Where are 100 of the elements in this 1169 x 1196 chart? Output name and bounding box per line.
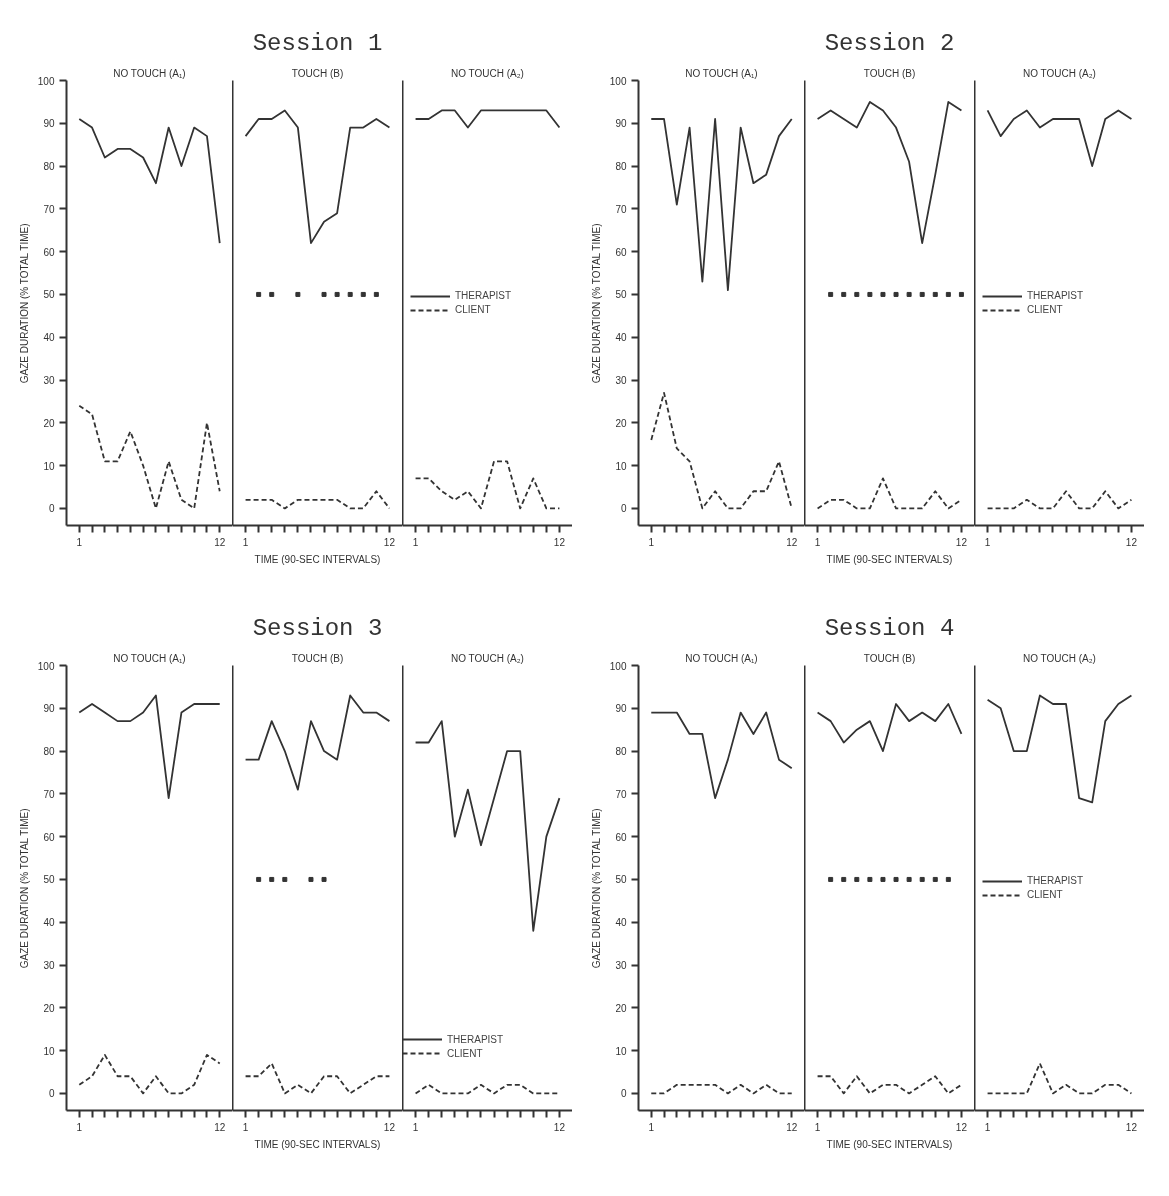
chart-subtitle: NO TOUCH (A₂) bbox=[450, 652, 524, 664]
chart-subtitle: TOUCH (B) bbox=[291, 67, 344, 79]
x-tick-label: 12 bbox=[553, 1121, 566, 1133]
y-tick-label: 100 bbox=[609, 660, 627, 672]
y-tick-label: 0 bbox=[48, 1088, 55, 1100]
y-tick-label: 30 bbox=[615, 960, 627, 972]
y-tick-label: 70 bbox=[43, 788, 55, 800]
legend-label: CLIENT bbox=[455, 303, 491, 317]
y-tick-label: 50 bbox=[615, 874, 627, 886]
chart-subtitle: NO TOUCH (A₁) bbox=[113, 652, 186, 664]
x-tick-label: 12 bbox=[1125, 536, 1138, 548]
chart-subtitle: NO TOUCH (A₂) bbox=[1022, 652, 1096, 664]
legend-label: CLIENT bbox=[447, 1046, 483, 1060]
y-axis-title: GAZE DURATION (% TOTAL TIME) bbox=[18, 223, 30, 384]
chart-title: Session 3 bbox=[252, 614, 383, 642]
y-axis-title: GAZE DURATION (% TOTAL TIME) bbox=[590, 808, 602, 969]
chart-subtitle: NO TOUCH (A₁) bbox=[113, 67, 186, 79]
y-tick-label: 0 bbox=[620, 503, 627, 515]
x-axis-title: TIME (90-SEC INTERVALS) bbox=[254, 1138, 381, 1150]
y-tick-label: 100 bbox=[37, 660, 55, 672]
x-tick-label: 1 bbox=[648, 1121, 655, 1133]
y-tick-label: 60 bbox=[43, 831, 55, 843]
x-tick-label: 1 bbox=[76, 536, 83, 548]
y-tick-label: 50 bbox=[43, 874, 55, 886]
y-tick-label: 40 bbox=[43, 917, 55, 929]
x-tick-label: 1 bbox=[984, 1121, 991, 1133]
y-tick-label: 30 bbox=[43, 375, 55, 387]
y-tick-label: 20 bbox=[43, 1002, 55, 1014]
x-tick-label: 12 bbox=[553, 536, 566, 548]
legend-label: THERAPIST bbox=[447, 1032, 504, 1046]
x-tick-label: 1 bbox=[412, 536, 419, 548]
y-tick-label: 20 bbox=[615, 1002, 627, 1014]
x-axis-title: TIME (90-SEC INTERVALS) bbox=[254, 553, 381, 565]
x-tick-label: 1 bbox=[814, 536, 821, 548]
y-tick-label: 10 bbox=[43, 1045, 55, 1057]
y-tick-label: 50 bbox=[615, 289, 627, 301]
y-tick-label: 60 bbox=[615, 246, 627, 258]
y-tick-label: 10 bbox=[615, 460, 627, 472]
y-axis-title: GAZE DURATION (% TOTAL TIME) bbox=[590, 223, 602, 384]
x-tick-label: 1 bbox=[814, 1121, 821, 1133]
x-tick-label: 1 bbox=[412, 1121, 419, 1133]
y-tick-label: 20 bbox=[43, 417, 55, 429]
legend-label: THERAPIST bbox=[1027, 289, 1084, 303]
chart-subtitle: TOUCH (B) bbox=[863, 652, 916, 664]
x-axis-title: TIME (90-SEC INTERVALS) bbox=[826, 553, 953, 565]
y-tick-label: 40 bbox=[43, 332, 55, 344]
x-tick-label: 12 bbox=[786, 1121, 798, 1133]
x-tick-label: 12 bbox=[1125, 1121, 1138, 1133]
x-tick-label: 12 bbox=[786, 536, 798, 548]
y-tick-label: 70 bbox=[43, 203, 55, 215]
y-tick-label: 100 bbox=[609, 75, 627, 87]
y-tick-label: 0 bbox=[48, 503, 55, 515]
y-tick-label: 50 bbox=[43, 289, 55, 301]
chart-subtitle: NO TOUCH (A₂) bbox=[1022, 67, 1096, 79]
y-tick-label: 90 bbox=[615, 703, 627, 715]
y-tick-label: 30 bbox=[43, 960, 55, 972]
y-tick-label: 80 bbox=[43, 161, 55, 173]
chart-title: Session 4 bbox=[824, 614, 955, 642]
x-tick-label: 12 bbox=[955, 1121, 968, 1133]
y-tick-label: 100 bbox=[37, 75, 55, 87]
chart-subtitle: TOUCH (B) bbox=[863, 67, 916, 79]
x-tick-label: 12 bbox=[383, 536, 396, 548]
legend-label: CLIENT bbox=[1027, 888, 1063, 902]
x-tick-label: 1 bbox=[242, 536, 249, 548]
x-tick-label: 1 bbox=[648, 536, 655, 548]
chart-title: Session 2 bbox=[824, 29, 955, 57]
chart-subtitle: TOUCH (B) bbox=[291, 652, 344, 664]
y-tick-label: 60 bbox=[615, 831, 627, 843]
y-tick-label: 20 bbox=[615, 417, 627, 429]
x-tick-label: 1 bbox=[76, 1121, 83, 1133]
chart-subtitle: NO TOUCH (A₁) bbox=[685, 652, 758, 664]
x-tick-label: 12 bbox=[383, 1121, 396, 1133]
chart-title: Session 1 bbox=[252, 29, 383, 57]
y-tick-label: 90 bbox=[615, 118, 627, 130]
x-tick-label: 12 bbox=[214, 1121, 226, 1133]
x-tick-label: 1 bbox=[984, 536, 991, 548]
x-tick-label: 12 bbox=[214, 536, 226, 548]
y-tick-label: 30 bbox=[615, 375, 627, 387]
legend-label: THERAPIST bbox=[1027, 874, 1084, 888]
y-tick-label: 10 bbox=[43, 460, 55, 472]
y-tick-label: 80 bbox=[43, 746, 55, 758]
x-tick-label: 1 bbox=[242, 1121, 249, 1133]
y-tick-label: 70 bbox=[615, 788, 627, 800]
legend-label: CLIENT bbox=[1027, 303, 1063, 317]
y-tick-label: 90 bbox=[43, 703, 55, 715]
y-tick-label: 40 bbox=[615, 332, 627, 344]
x-axis-title: TIME (90-SEC INTERVALS) bbox=[826, 1138, 953, 1150]
chart-subtitle: NO TOUCH (A₂) bbox=[450, 67, 524, 79]
legend-label: THERAPIST bbox=[455, 289, 512, 303]
y-tick-label: 10 bbox=[615, 1045, 627, 1057]
y-tick-label: 70 bbox=[615, 203, 627, 215]
y-axis-title: GAZE DURATION (% TOTAL TIME) bbox=[18, 808, 30, 969]
y-tick-label: 90 bbox=[43, 118, 55, 130]
chart-subtitle: NO TOUCH (A₁) bbox=[685, 67, 758, 79]
x-tick-label: 12 bbox=[955, 536, 968, 548]
y-tick-label: 0 bbox=[620, 1088, 627, 1100]
y-tick-label: 80 bbox=[615, 161, 627, 173]
y-tick-label: 80 bbox=[615, 746, 627, 758]
y-tick-label: 60 bbox=[43, 246, 55, 258]
y-tick-label: 40 bbox=[615, 917, 627, 929]
